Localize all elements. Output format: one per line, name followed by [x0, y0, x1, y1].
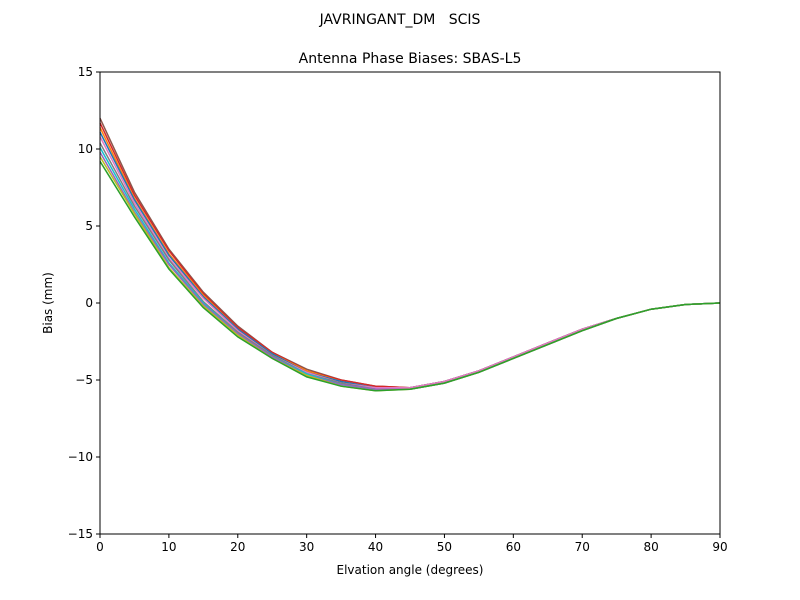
- y-tick-label: 15: [78, 65, 93, 79]
- chart-title: Antenna Phase Biases: SBAS-L5: [299, 51, 522, 67]
- series-line-6: [99, 147, 721, 390]
- x-tick-label: 30: [299, 540, 314, 554]
- series-line-1: [99, 122, 721, 389]
- plot-frame: [99, 71, 721, 535]
- y-tick-label: 5: [85, 219, 93, 233]
- y-tick-label: −5: [75, 373, 93, 387]
- x-tick-label: 50: [437, 540, 452, 554]
- series-line-4: [99, 136, 721, 389]
- x-axis-label: Elvation angle (degrees): [337, 563, 484, 577]
- x-tick-label: 10: [161, 540, 176, 554]
- x-tick-label: 70: [575, 540, 590, 554]
- x-tick-label: 80: [643, 540, 658, 554]
- series-line-8: [99, 156, 721, 392]
- chart-suptitle: JAVRINGANT_DM SCIS: [319, 12, 481, 28]
- x-tick-label: 40: [368, 540, 383, 554]
- y-tick-label: 0: [85, 296, 93, 310]
- series-line-9: [99, 160, 721, 392]
- y-tick-label: −10: [68, 450, 93, 464]
- x-tick-label: 0: [96, 540, 104, 554]
- series-lines: [99, 117, 721, 392]
- series-line-0: [99, 117, 721, 389]
- y-tick-label: 10: [78, 142, 93, 156]
- series-line-5: [99, 142, 721, 390]
- x-tick-label: 90: [712, 540, 727, 554]
- series-line-7: [99, 151, 721, 390]
- x-tick-label: 60: [506, 540, 521, 554]
- y-axis-label: Bias (mm): [41, 272, 55, 334]
- series-line-2: [99, 127, 721, 389]
- x-tick-label: 20: [230, 540, 245, 554]
- series-line-3: [99, 131, 721, 389]
- y-tick-label: −15: [68, 527, 93, 541]
